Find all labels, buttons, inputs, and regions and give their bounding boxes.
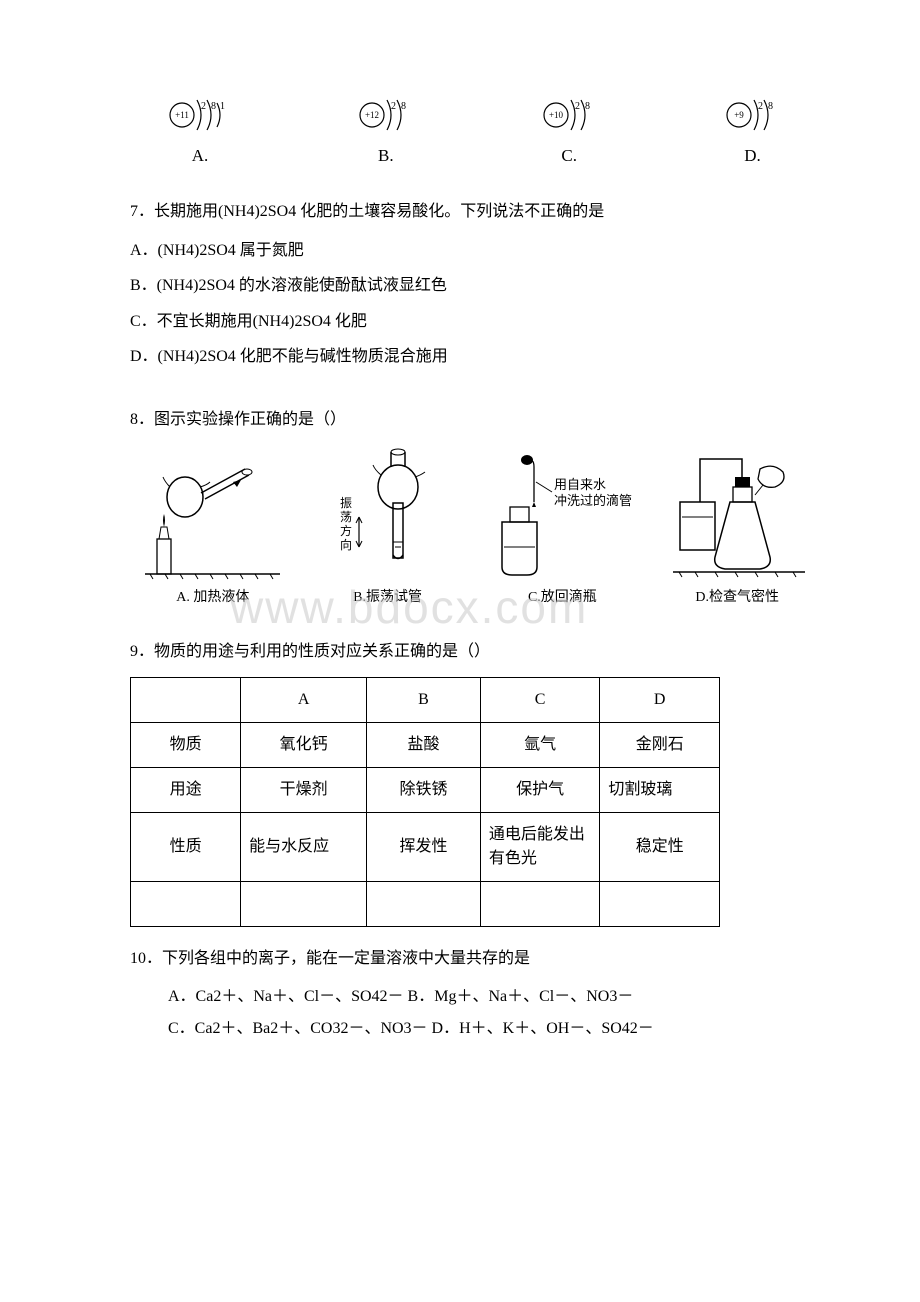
table-cell <box>241 882 367 927</box>
question-8: 8．图示实验操作正确的是（） A. 加热液体 <box>130 402 820 606</box>
annot-text: 振 <box>340 496 352 510</box>
q10-line2: C．Ca2＋、Ba2＋、CO32－、NO3－ D．H＋、K＋、OH－、SO42－ <box>130 1013 820 1045</box>
exp-label: C.放回滴瓶 <box>528 586 597 606</box>
svg-text:+11: +11 <box>175 110 189 120</box>
svg-text:2: 2 <box>201 101 206 112</box>
q7-stem: 7．长期施用(NH4)2SO4 化肥的土壤容易酸化。下列说法不正确的是 <box>130 194 820 229</box>
exp-label: A. 加热液体 <box>176 586 249 606</box>
table-cell: 除铁锈 <box>367 768 481 813</box>
table-cell: 保护气 <box>480 768 600 813</box>
atom-label: D. <box>744 146 761 166</box>
experiment-row: A. 加热液体 振 荡 方 向 B.振荡试管 <box>130 447 820 606</box>
svg-text:2: 2 <box>391 101 396 112</box>
atom-option-b: +12 2 8 B. <box>348 90 423 166</box>
table-cell: 切割玻璃 <box>600 768 720 813</box>
exp-label: B.振荡试管 <box>353 586 422 606</box>
atom-svg-b: +12 2 8 <box>348 90 423 140</box>
q7-opt-c: C．不宜长期施用(NH4)2SO4 化肥 <box>130 304 820 339</box>
atom-option-a: +11 2 8 1 A. <box>160 90 240 166</box>
svg-text:8: 8 <box>401 101 406 112</box>
svg-text:+10: +10 <box>549 110 564 120</box>
q8-stem: 8．图示实验操作正确的是（） <box>130 402 820 437</box>
table-cell: C <box>480 678 600 723</box>
table-cell: 氧化钙 <box>241 723 367 768</box>
table-cell: 干燥剂 <box>241 768 367 813</box>
table-cell: D <box>600 678 720 723</box>
table-cell: 物质 <box>131 723 241 768</box>
atom-label: B. <box>378 146 394 166</box>
question-7: 7．长期施用(NH4)2SO4 化肥的土壤容易酸化。下列说法不正确的是 A．(N… <box>130 194 820 374</box>
exp-item-a: A. 加热液体 <box>130 447 296 606</box>
annot-text: 用自来水 <box>554 477 606 492</box>
table-cell: 盐酸 <box>367 723 481 768</box>
svg-text:1: 1 <box>220 101 225 112</box>
table-cell: 通电后能发出有色光 <box>480 813 600 882</box>
table-cell <box>131 882 241 927</box>
exp-svg-b: 振 荡 方 向 <box>323 447 453 582</box>
q7-opt-a: A．(NH4)2SO4 属于氮肥 <box>130 233 820 268</box>
table-cell: 氩气 <box>480 723 600 768</box>
table-cell: 性质 <box>131 813 241 882</box>
svg-text:8: 8 <box>768 101 773 112</box>
exp-item-d: D.检查气密性 <box>654 447 820 606</box>
table-cell: 金刚石 <box>600 723 720 768</box>
svg-text:8: 8 <box>211 101 216 112</box>
question-10: 10．下列各组中的离子，能在一定量溶液中大量共存的是 A．Ca2＋、Na＋、Cl… <box>130 941 820 1044</box>
q10-line1: A．Ca2＋、Na＋、Cl－、SO42－ B．Mg＋、Na＋、Cl－、NO3－ <box>130 981 820 1013</box>
exp-label: D.检查气密性 <box>695 586 779 606</box>
svg-text:2: 2 <box>575 101 580 112</box>
table-row: A B C D <box>131 678 720 723</box>
atom-diagram-row: +11 2 8 1 A. +12 2 8 B. +10 2 8 C. <box>160 90 790 166</box>
table-cell: A <box>241 678 367 723</box>
exp-item-b: 振 荡 方 向 B.振荡试管 <box>305 447 471 606</box>
table-row <box>131 882 720 927</box>
q9-table: A B C D 物质 氧化钙 盐酸 氩气 金刚石 用途 干燥剂 除铁锈 保护气 … <box>130 677 720 927</box>
table-cell: B <box>367 678 481 723</box>
annot-text: 向 <box>340 537 352 552</box>
q7-opt-d: D．(NH4)2SO4 化肥不能与碱性物质混合施用 <box>130 339 820 374</box>
q7-opt-b: B．(NH4)2SO4 的水溶液能使酚酞试液显红色 <box>130 268 820 303</box>
svg-text:+9: +9 <box>734 110 744 120</box>
atom-svg-a: +11 2 8 1 <box>160 90 240 140</box>
question-9: 9．物质的用途与利用的性质对应关系正确的是（） A B C D 物质 氧化钙 盐… <box>130 634 820 927</box>
table-cell <box>480 882 600 927</box>
atom-svg-d: +9 2 8 <box>715 90 790 140</box>
table-cell: 挥发性 <box>367 813 481 882</box>
table-row: 用途 干燥剂 除铁锈 保护气 切割玻璃 <box>131 768 720 813</box>
exp-svg-d <box>665 447 810 582</box>
atom-svg-c: +10 2 8 <box>532 90 607 140</box>
atom-label: C. <box>561 146 577 166</box>
table-cell <box>367 882 481 927</box>
annot-text: 方 <box>340 523 352 538</box>
annot-text: 荡 <box>340 510 352 524</box>
q9-stem: 9．物质的用途与利用的性质对应关系正确的是（） <box>130 634 820 669</box>
q10-stem: 10．下列各组中的离子，能在一定量溶液中大量共存的是 <box>130 941 820 976</box>
exp-svg-a <box>135 447 290 582</box>
atom-option-c: +10 2 8 C. <box>532 90 607 166</box>
atom-option-d: +9 2 8 D. <box>715 90 790 166</box>
exp-svg-c: 用自来水 冲洗过的滴管 <box>472 447 652 582</box>
table-cell: 稳定性 <box>600 813 720 882</box>
table-cell <box>131 678 241 723</box>
table-cell: 能与水反应 <box>241 813 367 882</box>
table-row: 性质 能与水反应 挥发性 通电后能发出有色光 稳定性 <box>131 813 720 882</box>
svg-text:2: 2 <box>758 101 763 112</box>
svg-text:+12: +12 <box>365 110 379 120</box>
svg-text:8: 8 <box>585 101 590 112</box>
exp-item-c: 用自来水 冲洗过的滴管 C.放回滴瓶 <box>480 447 646 606</box>
table-cell <box>600 882 720 927</box>
atom-label: A. <box>192 146 209 166</box>
table-row: 物质 氧化钙 盐酸 氩气 金刚石 <box>131 723 720 768</box>
table-cell: 用途 <box>131 768 241 813</box>
annot-text: 冲洗过的滴管 <box>554 493 632 508</box>
